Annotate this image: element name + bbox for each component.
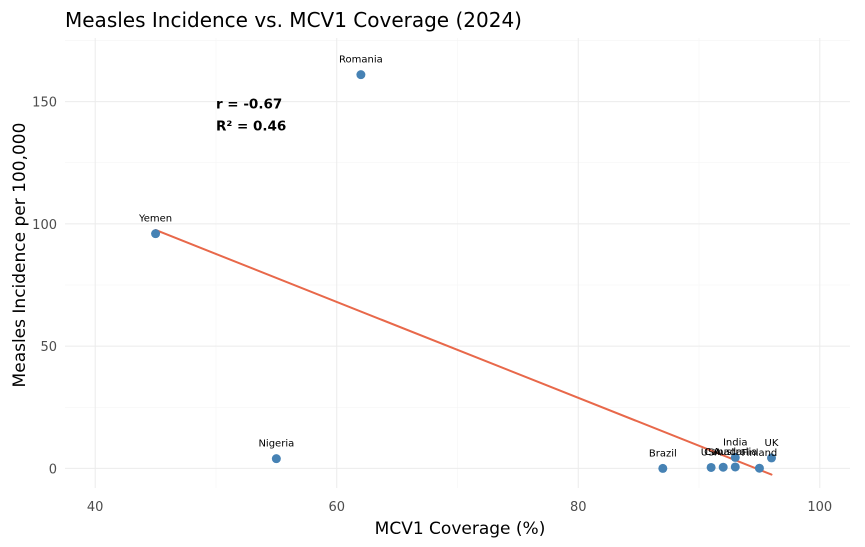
chart-title: Measles Incidence vs. MCV1 Coverage (202… — [65, 8, 522, 32]
x-tick-labels: 40 60 80 100 — [87, 500, 832, 515]
y-axis-title: Measles Incidence per 100,000 — [10, 123, 30, 388]
point-label: India — [723, 437, 748, 448]
data-point — [706, 462, 716, 472]
trendline-layer — [154, 228, 773, 476]
x-tick-label: 100 — [807, 500, 832, 515]
point-labels: Romania Yemen Nigeria Brazil USACanadaAustra… — [138, 55, 779, 460]
data-point — [356, 70, 366, 80]
y-tick-label: 50 — [40, 340, 57, 355]
point-label: Nigeria — [258, 439, 294, 450]
data-points — [151, 70, 776, 473]
x-tick-label: 40 — [87, 500, 104, 515]
x-axis-title: MCV1 Coverage (%) — [375, 519, 546, 539]
point-label: Brazil — [649, 448, 677, 459]
data-point — [718, 462, 728, 472]
point-label: Yemen — [138, 214, 172, 225]
annotations: r = -0.67 R² = 0.46 — [216, 96, 286, 134]
data-point — [767, 453, 776, 463]
stat-annotation: R² = 0.46 — [216, 118, 286, 134]
data-point — [754, 463, 764, 473]
y-tick-labels: 0 50 100 150 — [32, 96, 57, 478]
grid — [65, 38, 850, 488]
y-tick-label: 0 — [49, 462, 57, 477]
data-point — [151, 229, 161, 239]
point-label: Australia — [713, 447, 757, 458]
trendline — [154, 228, 773, 476]
x-tick-label: 80 — [570, 500, 587, 515]
point-label: UK — [765, 438, 779, 449]
point-label: Canada — [704, 447, 742, 458]
data-point — [730, 462, 740, 472]
x-tick-label: 60 — [328, 500, 345, 515]
y-tick-label: 150 — [32, 96, 57, 111]
point-label: Finland — [742, 448, 778, 459]
point-label: USA — [701, 447, 722, 458]
point-label: Romania — [339, 55, 383, 66]
y-tick-label: 100 — [32, 218, 57, 233]
stat-annotation: r = -0.67 — [216, 96, 282, 112]
data-point — [730, 452, 740, 462]
data-point — [271, 454, 281, 464]
data-point — [658, 463, 668, 473]
